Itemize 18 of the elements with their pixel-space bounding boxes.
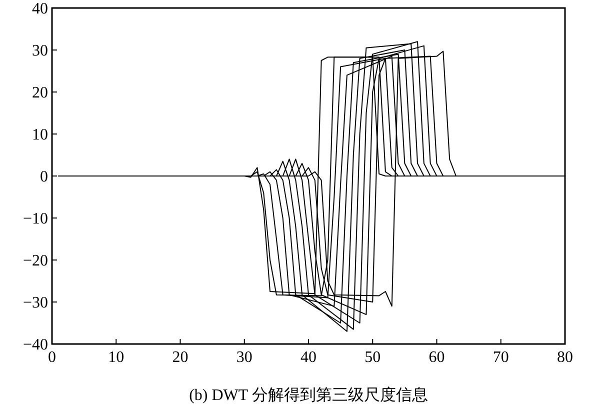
y-tick-label: 30 <box>32 42 48 60</box>
x-tick-label: 40 <box>300 349 316 366</box>
x-tick-label: 50 <box>364 349 381 366</box>
y-tick-label: 10 <box>32 126 48 144</box>
x-tick-label: 10 <box>108 349 124 366</box>
y-tick-label: 20 <box>32 84 48 102</box>
x-tick-label: 60 <box>428 349 445 366</box>
y-tick-label: 40 <box>32 0 48 18</box>
y-tick-label: −20 <box>22 252 48 270</box>
y-tick-label: −10 <box>22 210 48 228</box>
y-tick-label: −40 <box>22 336 48 354</box>
x-tick-label: 70 <box>492 349 509 366</box>
x-tick-label: 30 <box>236 349 252 366</box>
x-tick-label: 20 <box>172 349 188 366</box>
y-tick-label: 0 <box>40 168 48 186</box>
x-tick-label: 80 <box>557 349 573 366</box>
text: (b) DWT 分解得到第三级尺度信息 <box>189 386 428 404</box>
y-tick-label: −30 <box>22 294 48 312</box>
